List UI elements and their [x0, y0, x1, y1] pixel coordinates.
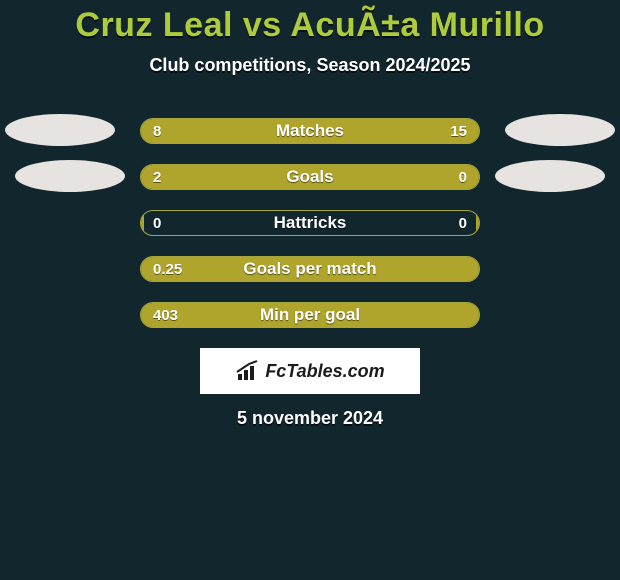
bar-values: 0 0: [141, 211, 479, 235]
bar-track: 0 0: [140, 210, 480, 236]
bar-fill-left: [141, 165, 411, 189]
stat-rows: 8 15 Matches 2 0 Goals: [0, 108, 620, 338]
player-avatar-right: [495, 160, 605, 192]
bar-track: 8 15: [140, 118, 480, 144]
bar-fill-right: [476, 211, 479, 235]
player-avatar-left: [15, 160, 125, 192]
bar-chart-icon: [235, 360, 261, 382]
stat-row-matches: 8 15 Matches: [0, 108, 620, 154]
bar-track: 403: [140, 302, 480, 328]
bar-fill-right: [259, 119, 479, 143]
brand-inner: FcTables.com: [235, 360, 384, 382]
stat-row-gpm: 0.25 Goals per match: [0, 246, 620, 292]
page-title: Cruz Leal vs AcuÃ±a Murillo: [0, 6, 620, 45]
bar-fill-left: [141, 119, 259, 143]
player-avatar-left: [5, 114, 115, 146]
bar-fill-left: [141, 303, 479, 327]
stat-row-mpg: 403 Min per goal: [0, 292, 620, 338]
brand-badge: FcTables.com: [200, 348, 420, 394]
player-avatar-right: [505, 114, 615, 146]
bar-fill-right: [411, 165, 479, 189]
bar-track: 2 0: [140, 164, 480, 190]
brand-text: FcTables.com: [265, 361, 384, 382]
bar-track: 0.25: [140, 256, 480, 282]
stat-row-hattricks: 0 0 Hattricks: [0, 200, 620, 246]
subtitle: Club competitions, Season 2024/2025: [0, 55, 620, 76]
bar-fill-left: [141, 257, 479, 281]
date-line: 5 november 2024: [0, 408, 620, 429]
bar-fill-left: [141, 211, 144, 235]
comparison-card: { "title": "Cruz Leal vs AcuÃ±a Murillo"…: [0, 6, 620, 580]
stat-row-goals: 2 0 Goals: [0, 154, 620, 200]
